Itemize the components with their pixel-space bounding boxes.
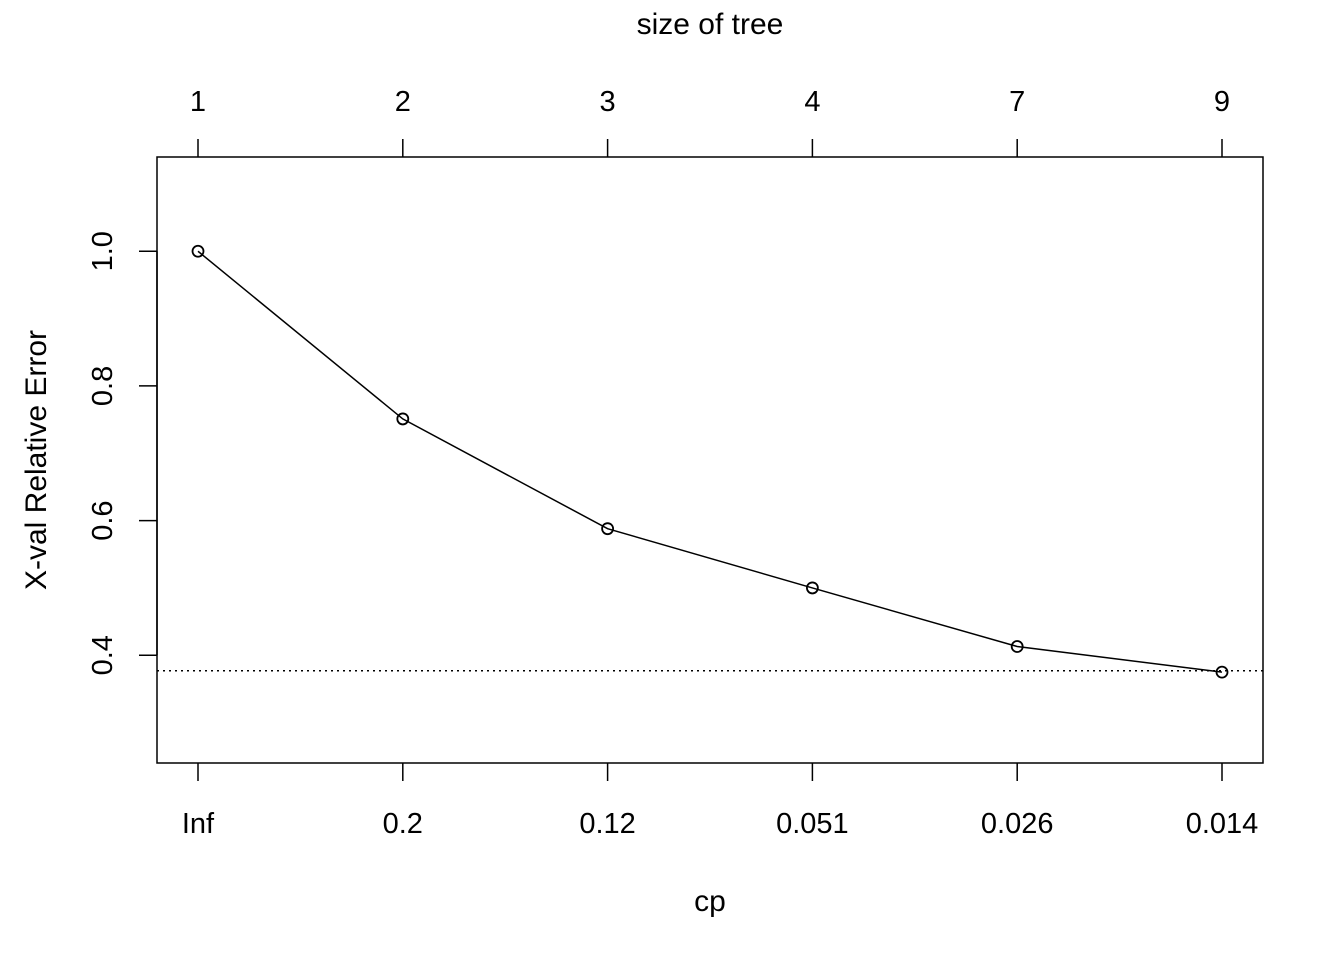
top-tick-label: 4 bbox=[804, 86, 820, 118]
top-tick-label: 7 bbox=[1009, 86, 1025, 118]
data-point bbox=[601, 522, 614, 536]
top-tick-label: 2 bbox=[395, 86, 411, 118]
y-tick-label: 1.0 bbox=[87, 231, 119, 271]
top-axis: 1 2 3 4 7 9 bbox=[190, 86, 1230, 157]
top-tick-label: 3 bbox=[600, 86, 616, 118]
data-point bbox=[1215, 665, 1229, 679]
x-tick-label: 0.2 bbox=[383, 808, 423, 840]
left-axis: 0.4 0.6 0.8 1.0 bbox=[87, 231, 158, 675]
y-tick-label: 0.4 bbox=[87, 635, 119, 675]
y-tick-label: 0.6 bbox=[87, 500, 119, 540]
x-tick-label: 0.12 bbox=[579, 808, 635, 840]
x-axis-title: cp bbox=[694, 885, 726, 918]
y-tick-label: 0.8 bbox=[87, 366, 119, 406]
top-axis-title: size of tree bbox=[637, 8, 784, 41]
series-line bbox=[197, 250, 1223, 673]
series-group bbox=[191, 244, 1229, 679]
x-tick-label: 0.014 bbox=[1186, 808, 1259, 840]
y-axis-title: X-val Relative Error bbox=[20, 330, 53, 590]
x-tick-label: 0.026 bbox=[981, 808, 1054, 840]
plot-frame bbox=[156, 156, 1264, 764]
x-tick-label: Inf bbox=[182, 808, 215, 840]
top-tick-label: 9 bbox=[1214, 86, 1230, 118]
bottom-axis: Inf 0.2 0.12 0.051 0.026 0.014 bbox=[182, 763, 1258, 840]
data-point bbox=[806, 581, 819, 595]
x-tick-label: 0.051 bbox=[776, 808, 849, 840]
data-point bbox=[1010, 640, 1024, 653]
top-tick-label: 1 bbox=[190, 86, 206, 118]
data-point bbox=[396, 412, 410, 426]
data-point bbox=[191, 244, 205, 258]
